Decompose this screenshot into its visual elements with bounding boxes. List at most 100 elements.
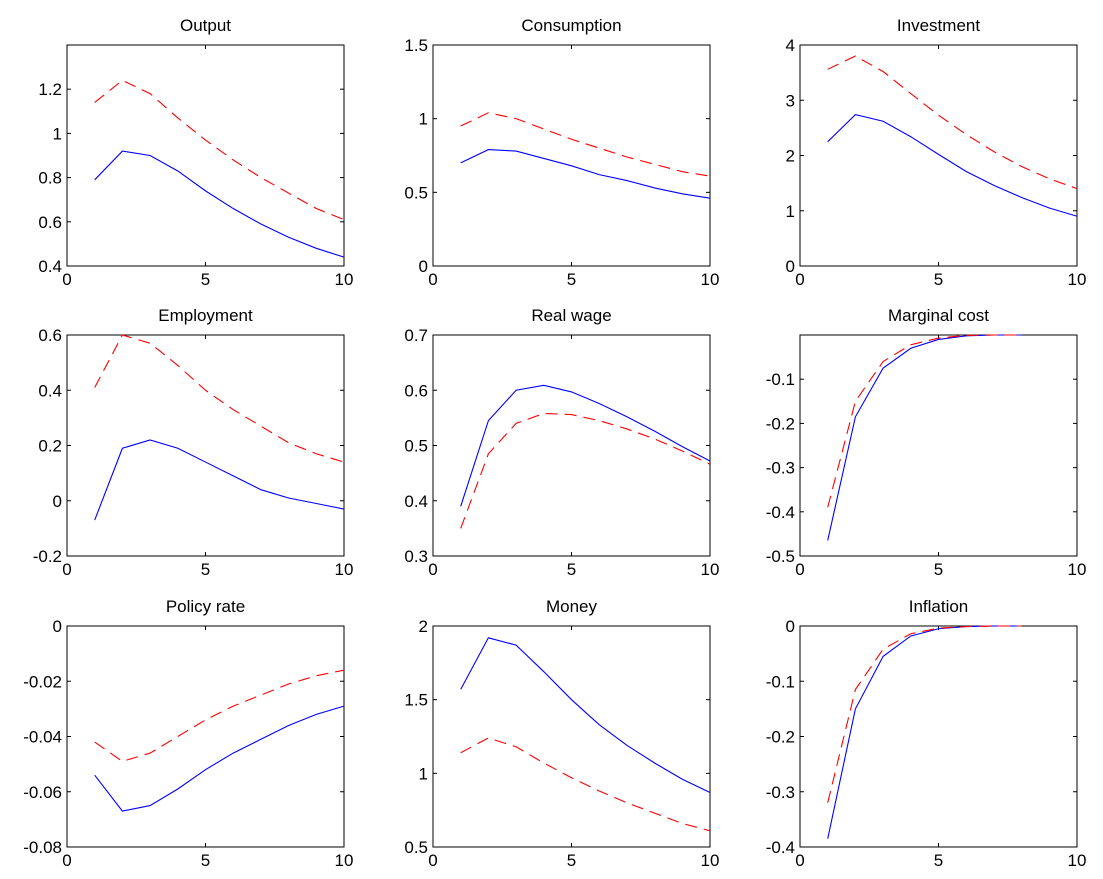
y-tick-label: 0 [53,617,62,636]
series-line-dashed [460,112,711,177]
y-tick-label: 1 [419,110,428,129]
panel-title: Investment [897,16,980,35]
x-tick-label: 0 [62,270,71,289]
y-tick-label: 1.5 [404,36,428,55]
y-tick-label: -0.2 [33,547,62,566]
y-tick-label: -0.4 [766,838,795,857]
panel-consumption: Consumption 0 5 10 0 0.5 1 1.5 [404,16,719,289]
x-tick-label: 5 [567,560,576,579]
panel-title: Marginal cost [888,306,989,325]
y-tick-label: -0.1 [766,370,795,389]
x-tick-label: 10 [701,560,720,579]
panel-title: Money [546,597,598,616]
y-tick-label: 4 [786,36,795,55]
axes-frame [799,625,1078,848]
y-tick-label: 1 [419,764,428,783]
x-tick-label: 0 [795,851,804,870]
y-tick-label: -0.3 [766,783,795,802]
y-tick-label: 0 [786,617,795,636]
panel-title: Employment [158,306,253,325]
panel-title: Consumption [521,16,621,35]
x-tick-label: 0 [428,560,437,579]
y-tick-label: -0.3 [766,459,795,478]
panel-money: Money 0 5 10 0.5 1 1.5 2 [404,597,719,870]
x-tick-label: 5 [567,851,576,870]
series-line-solid [94,705,345,812]
series-line-solid [94,150,345,258]
x-tick-label: 5 [567,270,576,289]
axes-frame [66,334,345,557]
y-tick-label: 1 [786,202,795,221]
y-tick-label: -0.5 [766,547,795,566]
y-tick-label: 1 [53,124,62,143]
y-tick-label: 0 [53,492,62,511]
y-tick-label: 0.4 [38,381,62,400]
series-line-dashed [94,79,345,221]
axes-frame [432,44,711,267]
x-tick-label: 0 [62,851,71,870]
axes-frame [799,44,1078,267]
axes-frame [66,44,345,267]
series-line-dashed [827,625,1022,803]
y-tick-label: 0.8 [38,169,62,188]
axes-frame [432,334,711,557]
axes-frame [799,334,1078,557]
y-tick-label: 0.5 [404,437,428,456]
y-tick-label: 2 [419,617,428,636]
y-tick-label: 0.5 [404,838,428,857]
series-line-solid [460,637,711,793]
y-tick-label: 0.6 [38,326,62,345]
panel-investment: Investment 0 5 10 0 1 2 3 4 [786,16,1087,289]
y-tick-label: 0.3 [404,547,428,566]
series-line-dashed [827,55,1078,190]
y-tick-label: 0.7 [404,326,428,345]
x-tick-label: 5 [934,851,943,870]
series-line-dashed [94,669,345,762]
panel-policy-rate: Policy rate 0 5 10 -0.08 -0.06 -0.04 -0.02 0 [23,597,353,870]
axes-frame [432,625,711,848]
x-tick-label: 10 [1068,270,1087,289]
x-tick-label: 10 [335,851,354,870]
series-line-solid [827,625,1022,839]
y-tick-label: -0.08 [23,838,62,857]
y-tick-label: -0.1 [766,672,795,691]
x-tick-label: 0 [62,560,71,579]
series-line-dashed [460,412,711,529]
series-line-solid [827,114,1078,217]
panel-title: Policy rate [166,597,245,616]
y-tick-label: 0 [786,257,795,276]
y-tick-label: -0.2 [766,728,795,747]
axes-frame [66,625,345,848]
series-line-solid [460,384,711,507]
y-tick-label: 2 [786,147,795,166]
panel-output: Output 0 5 10 0.4 0.6 0.8 1 1.2 [38,16,353,289]
y-tick-label: 0.6 [404,381,428,400]
y-tick-label: 0.6 [38,213,62,232]
x-tick-label: 5 [201,851,210,870]
y-tick-label: 1.2 [38,80,62,99]
y-tick-label: -0.04 [23,728,62,747]
x-tick-label: 0 [428,851,437,870]
y-tick-label: 0.4 [404,492,428,511]
panel-real-wage: Real wage 0 5 10 0.3 0.4 0.5 0.6 0.7 [404,306,719,579]
y-tick-label: -0.2 [766,414,795,433]
x-tick-label: 5 [934,560,943,579]
x-tick-label: 10 [701,270,720,289]
x-tick-label: 0 [428,270,437,289]
series-line-dashed [460,737,711,832]
y-tick-label: 0.2 [38,437,62,456]
x-tick-label: 0 [795,270,804,289]
panel-title: Real wage [531,306,611,325]
panel-inflation: Inflation 0 5 10 -0.4 -0.3 -0.2 -0.1 0 [766,597,1087,870]
y-tick-label: 3 [786,91,795,110]
x-tick-label: 10 [1068,560,1087,579]
x-tick-label: 10 [701,851,720,870]
y-tick-label: -0.02 [23,672,62,691]
series-line-dashed [827,334,1022,508]
series-line-solid [460,149,711,199]
x-tick-label: 5 [201,270,210,289]
x-tick-label: 0 [795,560,804,579]
x-tick-label: 10 [1068,851,1087,870]
